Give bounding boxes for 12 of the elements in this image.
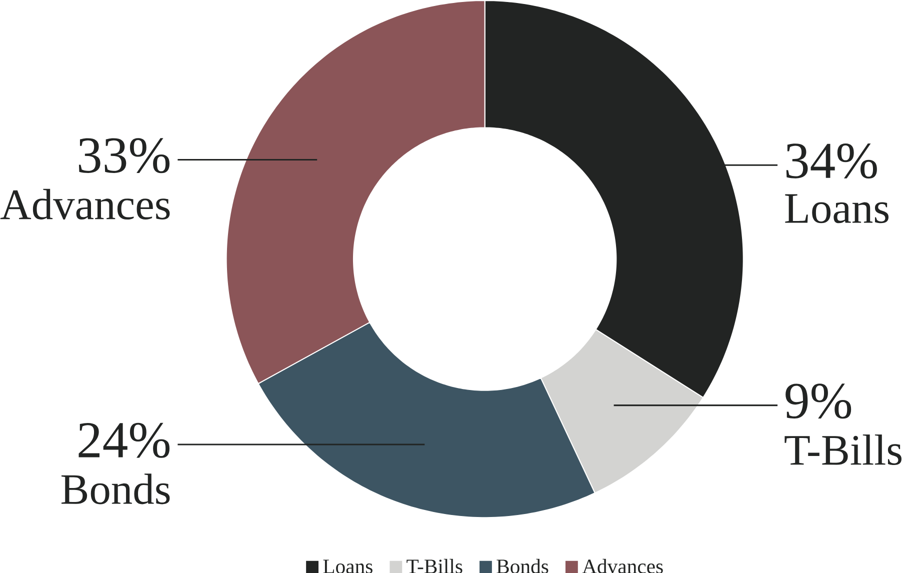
legend-label: Loans [323, 560, 372, 573]
data-label: 24% [78, 422, 170, 458]
legend-label: T-Bills [406, 558, 462, 573]
data-label: 9% [786, 383, 852, 418]
slice-label: Loans [785, 194, 889, 223]
legend-label: Advances [582, 558, 663, 573]
slice-label: Bonds [61, 473, 170, 504]
legend-label: Bonds [496, 558, 548, 573]
slice-label: Advances [0, 188, 170, 220]
slice-label: T-Bills [784, 434, 902, 465]
data-label: 34% [786, 143, 877, 178]
data-label: 33% [78, 138, 170, 173]
